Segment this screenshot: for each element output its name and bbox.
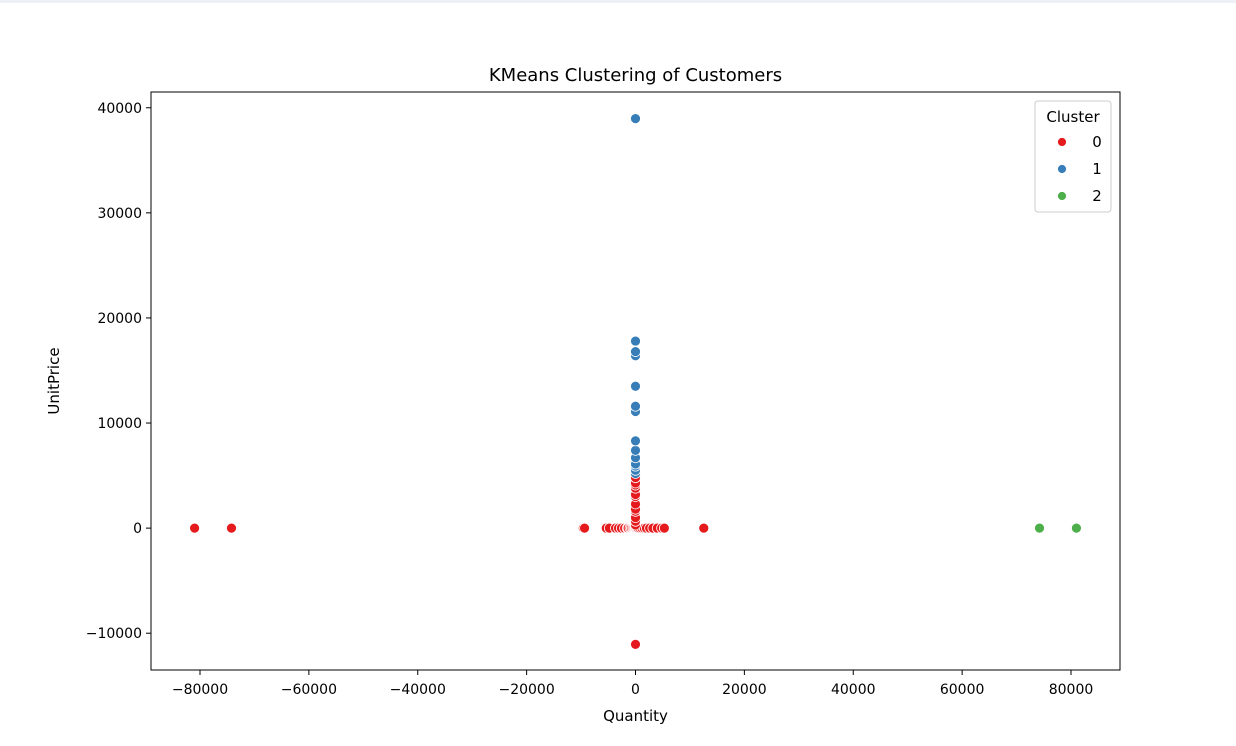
legend-label-cluster-1: 1	[1092, 160, 1102, 178]
x-tick-label: −20000	[498, 682, 554, 698]
x-axis-ticks: −80000 −60000 −40000 −20000 0 20000 40000 60000…	[172, 670, 1093, 698]
y-tick-label: 0	[133, 521, 142, 537]
data-point-cluster-2	[1034, 522, 1045, 534]
legend-marker-cluster-0	[1057, 137, 1067, 147]
x-tick-label: 40000	[831, 682, 876, 698]
data-point-cluster-1	[630, 444, 641, 456]
data-point-cluster-1	[630, 435, 641, 447]
legend-marker-cluster-2	[1057, 191, 1067, 201]
y-tick-label: 20000	[97, 311, 142, 327]
data-point-cluster-0	[226, 522, 237, 534]
x-tick-label: −80000	[172, 682, 228, 698]
data-point-cluster-0	[698, 522, 710, 534]
legend-items: 0 1 2	[1057, 133, 1102, 205]
data-point-cluster-1	[630, 335, 641, 347]
x-tick-label: −40000	[390, 682, 446, 698]
data-point-cluster-1	[630, 380, 641, 392]
legend: Cluster 0 1 2	[1034, 100, 1112, 213]
legend-label-cluster-2: 2	[1092, 187, 1102, 205]
y-axis-ticks: −10000 0 10000 20000 30000 40000	[86, 101, 151, 642]
x-tick-label: −60000	[281, 682, 337, 698]
data-point-cluster-1	[630, 346, 641, 357]
data-point-cluster-0	[189, 522, 200, 534]
legend-box	[1034, 100, 1112, 213]
window-top-strip	[0, 0, 1236, 3]
data-point-cluster-2	[1071, 522, 1082, 534]
chart-marks	[189, 113, 1082, 650]
data-point-cluster-1	[630, 400, 641, 412]
x-tick-label: 20000	[722, 682, 767, 698]
y-tick-label: 30000	[97, 206, 142, 222]
y-axis-title: UnitPrice	[45, 347, 63, 414]
legend-label-cluster-0: 0	[1092, 133, 1102, 151]
x-tick-label: 0	[631, 682, 640, 698]
x-tick-label: 80000	[1049, 682, 1094, 698]
data-point-cluster-0	[579, 522, 590, 534]
data-point-cluster-0	[658, 522, 670, 534]
y-tick-label: −10000	[86, 626, 142, 642]
x-axis-title: Quantity	[603, 707, 668, 725]
data-point-cluster-0	[630, 638, 641, 650]
legend-marker-cluster-1	[1057, 164, 1067, 174]
y-tick-label: 10000	[97, 416, 142, 432]
chart-title: KMeans Clustering of Customers	[489, 65, 782, 86]
data-point-cluster-1	[630, 113, 641, 124]
legend-title: Cluster	[1046, 108, 1100, 126]
y-tick-label: 40000	[97, 101, 142, 117]
x-tick-label: 60000	[940, 682, 985, 698]
